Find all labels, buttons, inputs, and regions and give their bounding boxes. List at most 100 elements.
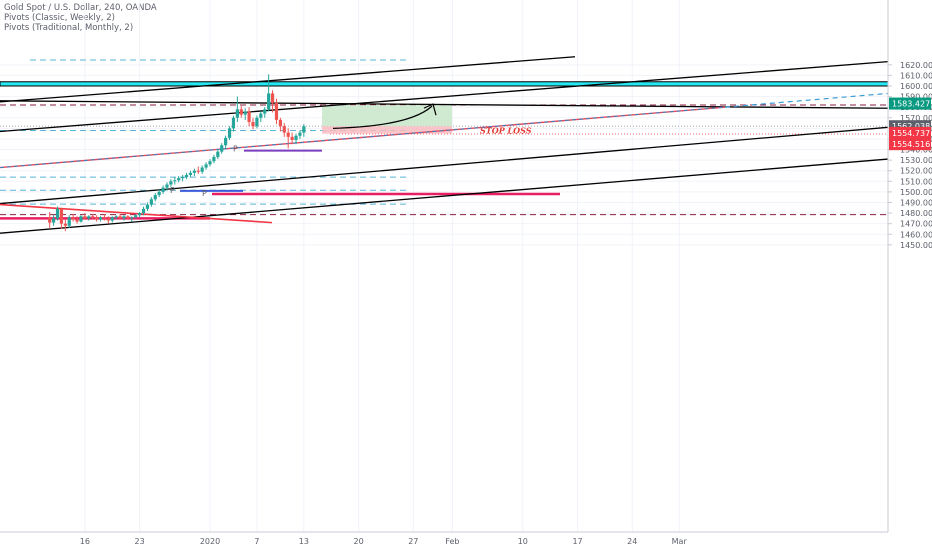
candle-body [71, 217, 75, 220]
target-arrow-head [423, 103, 437, 116]
candle-body [235, 109, 239, 118]
candle-body [55, 208, 60, 219]
candle-body [95, 217, 99, 220]
candle-body [220, 145, 224, 152]
candle-body [224, 137, 228, 146]
trend-line [0, 158, 889, 234]
candle-body [255, 117, 259, 127]
price-tag [889, 97, 931, 110]
trend-line [0, 203, 273, 224]
price-tick-label: 1470.000 [900, 220, 932, 229]
target-arrow-curve [332, 105, 433, 129]
candle-body [227, 128, 232, 138]
price-tick-label: 1590.000 [900, 93, 932, 102]
stop-loss-label: STOP LOSS [480, 125, 532, 135]
candle-body [130, 217, 134, 219]
candle-body [118, 216, 122, 219]
price-tick-label: 1530.000 [900, 156, 932, 165]
trend-line-projection [0, 106, 726, 169]
candle-body [145, 204, 150, 209]
candle-body [87, 216, 91, 219]
pivot-p-label: P [233, 145, 238, 154]
candle-body [126, 216, 130, 219]
candle-body [138, 213, 142, 216]
candle-body [263, 109, 267, 114]
candle-body [278, 119, 282, 127]
candle-body [298, 132, 302, 136]
trend-line [0, 126, 889, 205]
price-tick-label: 1450.000 [900, 241, 932, 250]
candle-body [48, 217, 52, 223]
candle-body [169, 181, 173, 185]
candle-body [75, 219, 79, 222]
time-tick-label: 27 [408, 537, 418, 546]
candle-body [200, 167, 204, 172]
candle-body [106, 218, 110, 221]
time-tick-label: 17 [572, 537, 582, 546]
candle-body [204, 164, 208, 168]
time-tick-label: 7 [254, 537, 259, 546]
time-tick-label: 2020 [200, 537, 220, 546]
candle-body [247, 111, 251, 123]
time-axis: 16 23 2020 7 13 20 27 Feb 10 17 24 Mar [0, 531, 888, 550]
candle-body [98, 217, 103, 220]
candle-body [184, 174, 189, 178]
trend-line [0, 100, 889, 109]
candle-body [302, 126, 306, 133]
weekly-pivot-label: P [170, 186, 175, 195]
candle-body [52, 218, 56, 223]
chart-legend: Gold Spot / U.S. Dollar, 240, OANDA Pivo… [4, 3, 157, 33]
candle-body [282, 126, 286, 133]
price-tick-label: 1460.000 [900, 230, 932, 239]
price-axis: 1450.000 1460.0001470.000 1480.000 1490.000… [887, 0, 932, 550]
price-tag [889, 120, 931, 133]
candle-body [114, 216, 118, 218]
candle-body [177, 178, 181, 181]
price-tag-label: 1562.038 [892, 122, 930, 131]
candle-body [208, 161, 212, 165]
candle-body [91, 216, 95, 218]
indicator-pivots-weekly[interactable]: Pivots (Classic, Weekly, 2) [4, 13, 115, 23]
resistance-zone [0, 81, 889, 87]
candlesticks [48, 74, 306, 232]
candle-body [153, 195, 157, 200]
candle-body [181, 177, 185, 179]
candle-body [286, 132, 290, 137]
candle-body [239, 109, 243, 115]
candle-body [270, 93, 275, 103]
candle-body [63, 223, 67, 226]
candle-body [149, 199, 153, 205]
candle-body [157, 191, 161, 196]
candle-body [173, 180, 177, 182]
candle-body [192, 170, 196, 173]
candle-body [134, 215, 138, 218]
chart-grid [0, 0, 888, 532]
monthly-pivot-label: P [202, 189, 207, 198]
time-tick-label: 13 [299, 537, 309, 546]
time-tick-label: 23 [135, 537, 145, 546]
price-tick-label: 1510.000 [900, 177, 932, 186]
trend-line [0, 56, 576, 103]
price-tag-label: 1583.427 [892, 100, 930, 109]
target-zone [322, 105, 452, 127]
price-tick-label: 1490.000 [900, 198, 932, 207]
candle-body [251, 122, 255, 127]
price-tick-label: 1500.000 [900, 188, 932, 197]
stop-zone [322, 126, 452, 134]
candle-body [67, 217, 71, 226]
price-tick-label: 1520.000 [900, 167, 932, 176]
time-tick-label: Mar [672, 537, 688, 546]
indicator-pivots-monthly[interactable]: Pivots (Traditional, Monthly, 2) [4, 23, 134, 33]
trend-line-extension [724, 92, 889, 108]
candle-body [83, 216, 87, 219]
symbol-title[interactable]: Gold Spot / U.S. Dollar, 240, OANDA [4, 3, 157, 13]
time-tick-label: Feb [445, 537, 459, 546]
candle-body [79, 216, 83, 222]
candle-body [196, 170, 200, 172]
candle-body [274, 102, 279, 120]
candle-body [59, 208, 64, 224]
candle-body [141, 208, 146, 214]
candle-body [165, 184, 169, 188]
candle-body [243, 111, 247, 115]
